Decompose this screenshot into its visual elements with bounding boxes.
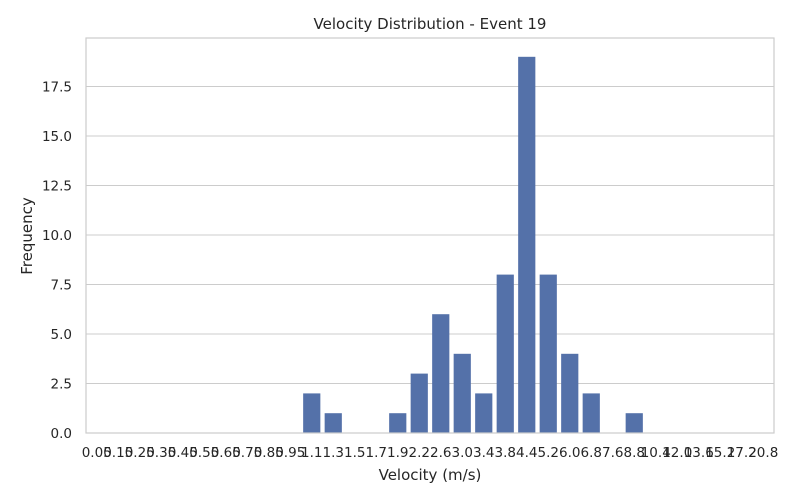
x-tick-label: 17.2 [727,445,757,461]
x-tick-label: 0.45 [168,445,198,461]
x-tick-label: 0.25 [125,445,155,461]
x-tick-label: 0.55 [189,445,219,461]
x-tick-label: 3.4 [473,445,494,461]
bar [496,274,514,433]
x-tick-label: 0.15 [103,445,133,461]
plot-frame [85,37,775,434]
x-tick-label: 2.6 [430,445,451,461]
bar [582,393,600,433]
x-tick-label: 10.4 [641,445,671,461]
x-tick-label: 2.2 [409,445,430,461]
y-tick-labels: 0.0 2.5 5.0 7.5 10.0 12.5 15.0 17.5 [42,80,72,442]
y-tick-label: 5.0 [51,327,72,343]
bar [389,413,407,433]
y-tick-label: 15.0 [42,129,72,145]
x-tick-label: 5.2 [538,445,559,461]
x-tick-label: 4.4 [516,445,537,461]
bar [539,274,557,433]
x-tick-label: 20.8 [748,445,778,461]
x-tick-label: 0.35 [146,445,176,461]
bar [518,56,536,434]
bar [432,314,450,433]
chart-title: Velocity Distribution - Event 19 [314,15,547,33]
x-tick-label: 13.6 [684,445,714,461]
x-tick-label: 0.65 [211,445,241,461]
bars [303,56,643,434]
bar [303,393,321,433]
y-tick-label: 12.5 [42,179,72,195]
x-tick-label: 8.8 [624,445,645,461]
x-tick-label: 12.0 [662,445,692,461]
x-tick-label: 0.85 [254,445,284,461]
x-tick-label: 1.3 [323,445,344,461]
y-tick-label: 2.5 [51,377,72,393]
x-tick-label: 1.7 [366,445,387,461]
bar [475,393,493,433]
x-tick-label: 3.0 [452,445,473,461]
bar [453,353,471,433]
x-tick-label: 7.6 [602,445,623,461]
x-tick-label: 0.95 [275,445,305,461]
bar [324,413,342,433]
bar [410,373,428,433]
x-tick-label: 1.9 [387,445,408,461]
y-tick-label: 0.0 [51,426,72,442]
x-tick-label: 0.75 [232,445,262,461]
bar [625,413,643,433]
y-tick-label: 7.5 [51,278,72,294]
y-tick-label: 17.5 [42,80,72,96]
x-tick-label: 6.8 [581,445,602,461]
y-axis-label: Frequency [18,197,36,275]
bar [561,353,579,433]
x-tick-label: 0.05 [82,445,112,461]
y-tick-label: 10.0 [42,228,72,244]
grid-lines [86,86,774,434]
x-axis-label: Velocity (m/s) [379,466,482,484]
x-tick-label: 6.0 [559,445,580,461]
x-tick-labels: 0.050.150.250.350.450.550.650.750.850.95… [82,445,779,461]
x-tick-label: 3.8 [495,445,516,461]
x-tick-label: 1.5 [344,445,365,461]
x-tick-label: 15.2 [705,445,735,461]
x-tick-label: 1.1 [301,445,322,461]
